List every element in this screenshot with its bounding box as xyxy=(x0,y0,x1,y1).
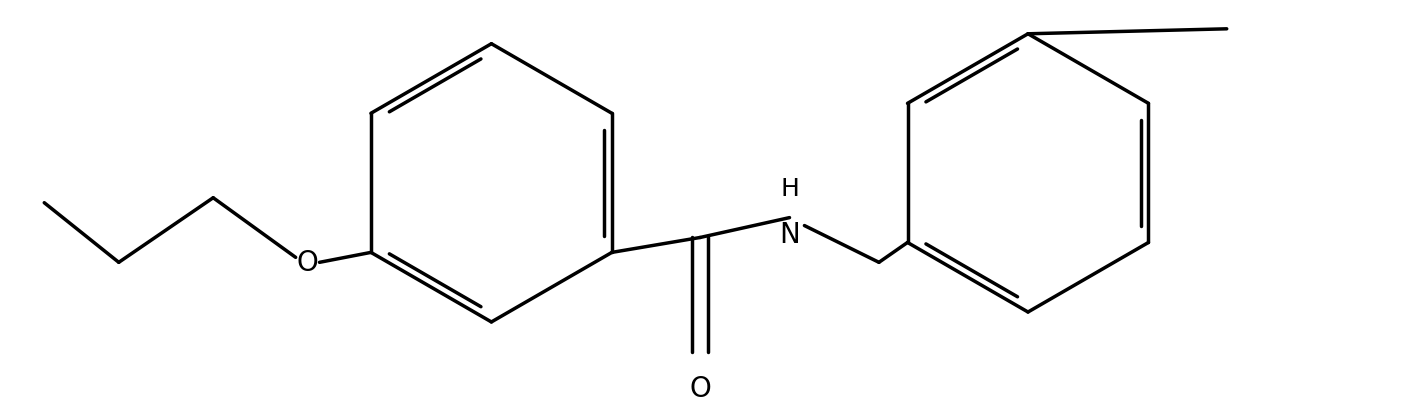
Text: O: O xyxy=(689,374,712,402)
Text: O: O xyxy=(297,249,318,276)
Text: H: H xyxy=(780,176,799,200)
Text: N: N xyxy=(779,220,800,248)
